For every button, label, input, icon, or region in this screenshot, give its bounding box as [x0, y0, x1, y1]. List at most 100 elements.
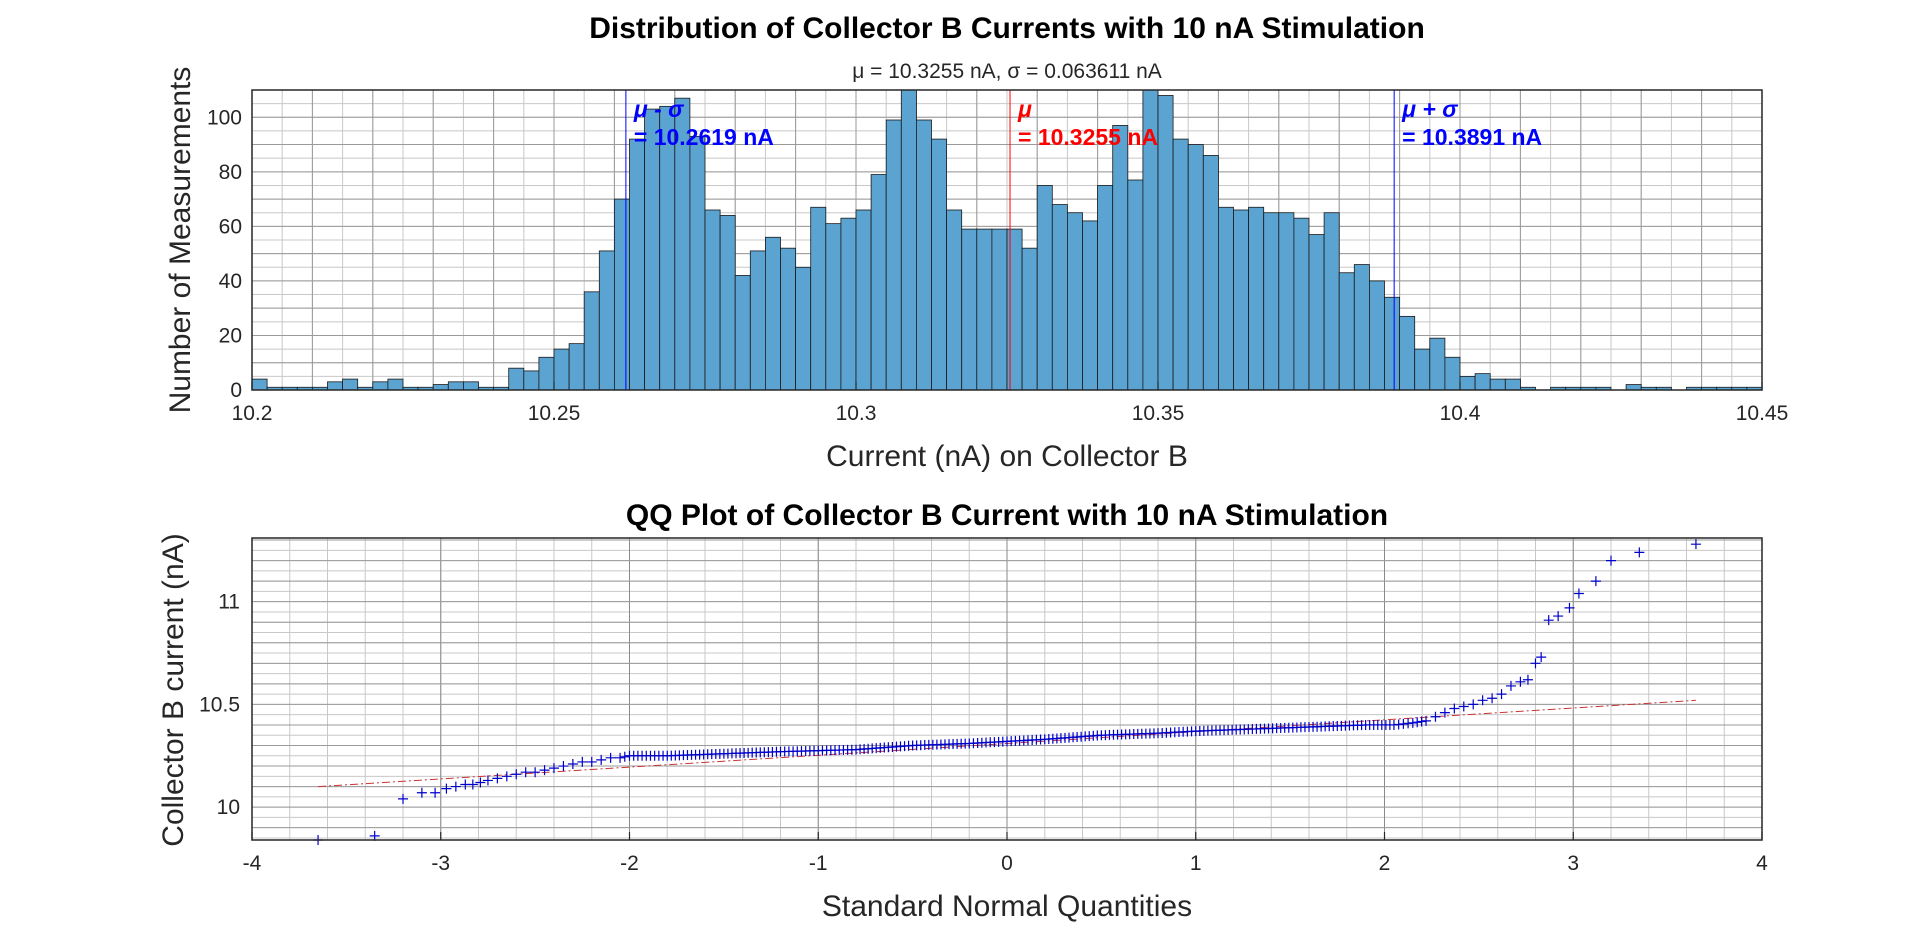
qq-point	[1477, 695, 1488, 706]
qq-point	[520, 767, 531, 778]
qq-point	[567, 758, 578, 769]
qq-point	[539, 765, 550, 776]
histogram-bar	[1414, 348, 1431, 391]
histogram-bar	[1504, 378, 1521, 391]
qq-point	[1543, 615, 1554, 626]
histogram-title: Distribution of Collector B Currents wit…	[589, 12, 1425, 45]
histogram-bar	[1202, 155, 1219, 391]
histogram-bar	[946, 209, 963, 391]
annotation-label: μ - σ	[633, 96, 684, 122]
histogram-bar	[1384, 296, 1400, 391]
histogram-bar	[1248, 206, 1265, 391]
qq-point	[450, 781, 461, 792]
histogram-bar	[1127, 179, 1144, 391]
histogram-bar	[1263, 212, 1280, 391]
histogram-annotations: μ - σ= 10.2619 nA μ= 10.3255 nA μ + σ= 10.…	[625, 90, 1542, 390]
histogram-bar	[1308, 234, 1325, 391]
histogram-bar	[1489, 378, 1506, 391]
qq-point	[1522, 674, 1533, 685]
x-tick-label: 1	[1190, 852, 1202, 875]
qq-title: QQ Plot of Collector B Current with 10 n…	[626, 499, 1388, 532]
x-tick-label: -1	[809, 852, 828, 875]
qq-point	[416, 787, 427, 798]
qq-point	[492, 773, 503, 784]
histogram-bar	[1067, 212, 1083, 391]
histogram-bar	[372, 381, 389, 391]
histogram-bar	[1278, 212, 1295, 391]
qq-point	[1458, 701, 1469, 712]
histogram-x-axis-label: Current (nA) on Collector B	[826, 440, 1188, 473]
histogram-bar	[1097, 185, 1114, 391]
qq-point	[467, 779, 478, 790]
qq-point	[1416, 716, 1427, 727]
y-tick-label: 40	[219, 270, 242, 293]
qq-point	[430, 787, 441, 798]
histogram-bar	[644, 108, 661, 391]
annotation-value: = 10.2619 nA	[634, 124, 774, 150]
qq-tick-labels: -4 -3 -2 -1 0 1 2 3 4 10 10.5 11	[199, 591, 1768, 875]
qq-point	[1553, 611, 1564, 622]
histogram-bar	[1112, 125, 1129, 391]
qq-point	[530, 767, 541, 778]
histogram-bar	[523, 370, 540, 391]
histogram-bar	[1369, 280, 1385, 391]
qq-point	[1430, 711, 1441, 722]
histogram-bar	[1036, 185, 1053, 391]
histogram-bar	[840, 217, 857, 391]
qq-y-axis-label: Collector B current (nA)	[157, 533, 190, 846]
histogram-bar	[961, 228, 978, 391]
histogram-bar	[387, 378, 404, 391]
qq-point	[1536, 652, 1547, 663]
qq-point	[1690, 539, 1701, 550]
qq-grid	[251, 538, 1763, 840]
qq-point	[1412, 717, 1423, 728]
histogram-bar	[870, 174, 887, 391]
qq-point	[1496, 689, 1507, 700]
qq-point	[1530, 658, 1541, 669]
histogram-bar	[900, 89, 917, 391]
qq-point	[441, 783, 452, 794]
histogram-bar	[1459, 375, 1476, 391]
histogram-bar	[1293, 217, 1310, 391]
x-tick-label: 10.4	[1440, 402, 1481, 425]
histogram-bar	[1338, 272, 1355, 391]
histogram-bar	[447, 381, 464, 391]
histogram-bar	[538, 356, 555, 391]
histogram-bar	[1233, 209, 1249, 391]
histogram-bar	[1323, 212, 1340, 391]
histogram-bar	[689, 135, 706, 391]
histogram-bar	[976, 228, 993, 391]
histogram-bar	[1172, 138, 1189, 391]
x-tick-label: -4	[243, 852, 262, 875]
histogram-bar	[1157, 95, 1174, 391]
histogram-bar	[568, 343, 585, 391]
histogram-bar	[553, 348, 570, 391]
histogram-bar	[1051, 204, 1068, 391]
histogram-bar	[765, 236, 781, 391]
annotation-value: = 10.3255 nA	[1018, 124, 1158, 150]
histogram-bar	[1625, 384, 1642, 391]
histogram-bar	[1429, 337, 1446, 391]
qq-point	[511, 769, 522, 780]
histogram-bar	[931, 138, 947, 391]
annotation-value: = 10.3891 nA	[1402, 124, 1542, 150]
x-tick-label: 10.45	[1736, 402, 1789, 425]
histogram-bar	[1187, 144, 1204, 391]
histogram-bar	[1399, 315, 1416, 391]
qq-point	[1606, 555, 1616, 566]
histogram-tick-labels: 10.2 10.25 10.3 10.35 10.4 10.45 0 20 40 60 80 100	[207, 106, 1788, 425]
histogram-bar	[704, 209, 721, 391]
qq-point	[1634, 547, 1645, 558]
histogram-bar	[1082, 220, 1098, 391]
qq-plot-panel: QQ Plot of Collector B Current with 10 n…	[157, 499, 1768, 923]
x-tick-label: -2	[620, 852, 639, 875]
x-tick-label: 0	[1001, 852, 1013, 875]
y-tick-label: 10	[217, 796, 240, 819]
y-tick-label: 10.5	[199, 693, 240, 716]
qq-point	[475, 777, 486, 788]
x-tick-label: -3	[431, 852, 450, 875]
histogram-bar	[598, 250, 615, 391]
qq-point	[482, 775, 493, 786]
histogram-bar	[614, 198, 630, 391]
